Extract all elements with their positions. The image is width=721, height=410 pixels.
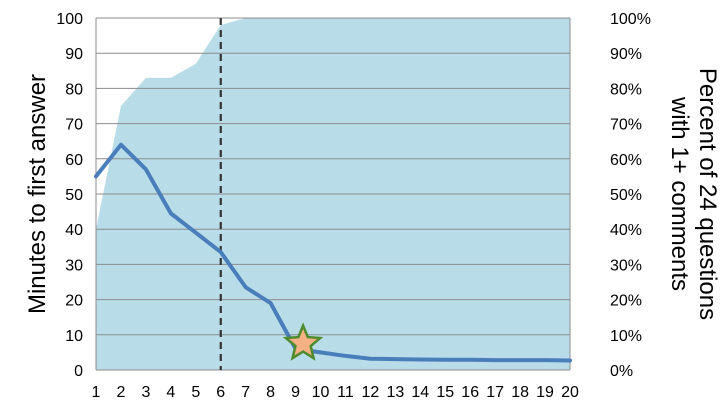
y-tick-label-left: 30 (65, 257, 83, 274)
y-tick-label-right: 50% (610, 187, 642, 204)
y-tick-label-right: 40% (610, 222, 642, 239)
x-axis-ticks: 1 2 3 4 5 6 7 8 9 10 11 12 13 14 15 16 17 18 19 20 (92, 384, 579, 401)
y-tick-label-right: 0% (610, 363, 633, 380)
right-axis-ticks: 0% 10% 20% 30% 40% 50% 60% 70% 80% 90% 100% (610, 11, 651, 380)
y-tick-label-left: 10 (65, 328, 83, 345)
y-tick-label-left: 20 (65, 293, 83, 310)
answer-time-line-series (94, 142, 572, 363)
y-tick-label-right: 30% (610, 257, 642, 274)
x-tick-label: 3 (141, 384, 150, 401)
x-tick-label: 11 (337, 384, 354, 401)
answer-time-line (94, 142, 572, 363)
y-tick-label-left: 50 (65, 187, 83, 204)
y-tick-label-left: 60 (65, 152, 83, 169)
gridlines (96, 17, 570, 371)
y-tick-label-left: 70 (65, 117, 83, 134)
x-tick-label: 4 (166, 384, 175, 401)
y-tick-label-left: 80 (65, 81, 83, 98)
x-tick-label: 1 (92, 384, 101, 401)
x-tick-label: 17 (486, 384, 504, 401)
y-tick-label-left: 0 (74, 363, 83, 380)
x-tick-label: 8 (266, 384, 275, 401)
y-tick-label-right: 70% (610, 117, 642, 134)
y-tick-label-left: 100 (56, 11, 83, 28)
x-tick-label: 14 (411, 384, 429, 401)
x-tick-label: 20 (561, 384, 579, 401)
y-tick-label-right: 10% (610, 328, 642, 345)
y-tick-label-right: 20% (610, 293, 642, 310)
x-tick-label: 6 (216, 384, 225, 401)
y-axis-title-right-line-1: Percent of 24 questions (694, 68, 721, 320)
x-tick-label: 16 (461, 384, 479, 401)
star-marker (282, 322, 324, 361)
x-tick-label: 13 (386, 384, 404, 401)
x-tick-label: 10 (312, 384, 330, 401)
star-icon (282, 322, 324, 361)
x-tick-label: 15 (436, 384, 454, 401)
x-tick-label: 18 (511, 384, 529, 401)
x-tick-label: 5 (191, 384, 200, 401)
y-tick-label-right: 100% (610, 11, 651, 28)
plot-frame (95, 18, 571, 370)
x-tick-label: 2 (116, 384, 125, 401)
y-axis-title-left: Minutes to first answer (24, 74, 51, 314)
y-tick-label-left: 40 (65, 222, 83, 239)
x-tick-label: 9 (291, 384, 300, 401)
left-axis-ticks: 0 10 20 30 40 50 60 70 80 90 100 (56, 11, 83, 380)
y-tick-label-left: 90 (65, 46, 83, 63)
y-tick-label-right: 80% (610, 81, 642, 98)
y-tick-label-right: 60% (610, 152, 642, 169)
x-tick-label: 7 (241, 384, 250, 401)
x-tick-label: 12 (362, 384, 380, 401)
y-tick-label-right: 90% (610, 46, 642, 63)
x-tick-label: 19 (536, 384, 554, 401)
y-axis-title-right-line-2: with 1+ comments (666, 96, 693, 291)
